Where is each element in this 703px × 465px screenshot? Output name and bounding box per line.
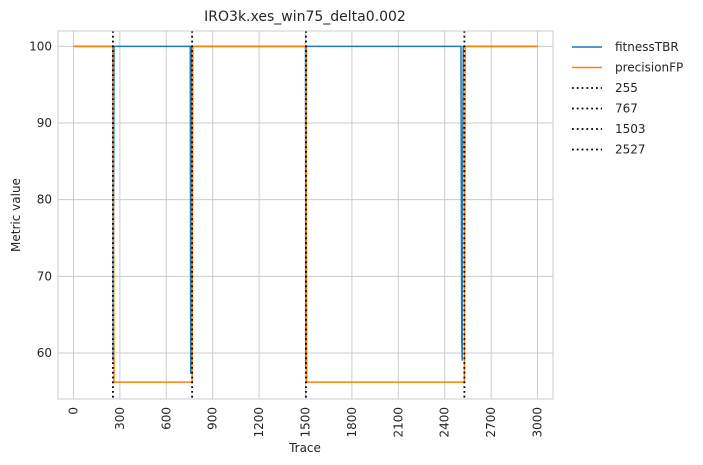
x-axis-label: Trace <box>288 441 321 455</box>
chart-title: IRO3k.xes_win75_delta0.002 <box>204 9 406 25</box>
y-tick-label: 90 <box>37 116 52 130</box>
x-tick-label: 0 <box>66 407 80 415</box>
legend-label: 2527 <box>615 143 646 157</box>
legend-label: fitnessTBR <box>615 40 679 54</box>
x-tick-label: 300 <box>113 407 127 430</box>
plot-area <box>73 31 538 399</box>
y-tick-label: 100 <box>29 39 52 53</box>
x-tick-label: 2700 <box>484 407 498 438</box>
x-tick-label: 1500 <box>299 407 313 438</box>
legend: fitnessTBR precisionFP 255 767 1503 2527 <box>572 40 683 157</box>
y-tick-label: 80 <box>37 193 52 207</box>
axes-frame <box>57 30 554 400</box>
tick-labels: 60 70 80 90 100 0 300 600 900 1200 1500 1800 2100 240… <box>29 39 544 437</box>
legend-label: 767 <box>615 102 638 116</box>
legend-label: precisionFP <box>615 61 683 75</box>
legend-label: 255 <box>615 81 638 95</box>
x-tick-label: 2100 <box>391 407 405 438</box>
x-tick-label: 1800 <box>345 407 359 438</box>
x-tick-label: 900 <box>206 407 220 430</box>
x-tick-label: 3000 <box>531 407 545 438</box>
legend-label: 1503 <box>615 122 646 136</box>
y-tick-label: 60 <box>37 346 52 360</box>
x-tick-label: 2400 <box>438 407 452 438</box>
x-tick-label: 600 <box>159 407 173 430</box>
y-axis-label: Metric value <box>9 178 23 252</box>
x-tick-label: 1200 <box>252 407 266 438</box>
y-tick-label: 70 <box>37 269 52 283</box>
